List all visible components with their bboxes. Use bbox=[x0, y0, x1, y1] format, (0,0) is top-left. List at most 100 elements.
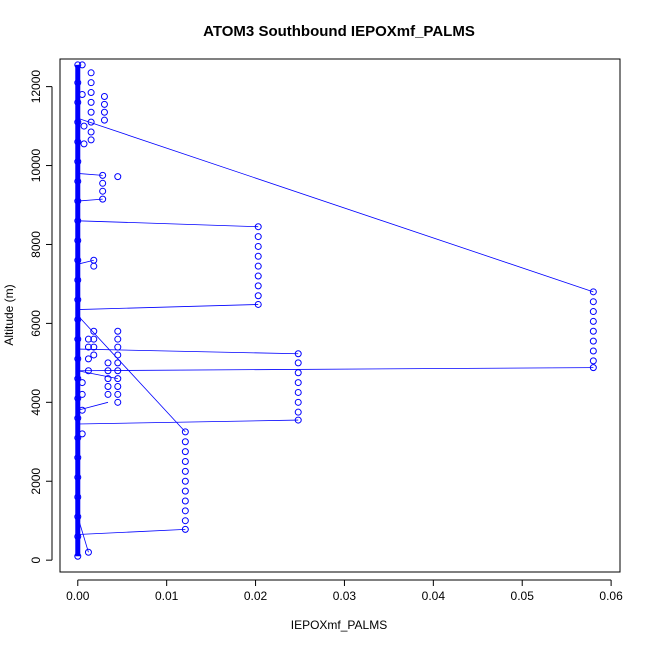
data-point bbox=[78, 91, 86, 99]
data-point bbox=[589, 347, 597, 355]
data-point bbox=[74, 473, 82, 481]
data-point bbox=[589, 288, 597, 296]
data-point bbox=[181, 438, 189, 446]
data-point bbox=[104, 367, 112, 375]
data-point bbox=[90, 262, 98, 270]
data-point bbox=[589, 308, 597, 316]
data-point bbox=[114, 367, 122, 375]
data-point bbox=[78, 406, 86, 414]
data-point bbox=[114, 398, 122, 406]
data-point bbox=[87, 69, 95, 77]
data-point bbox=[80, 140, 88, 148]
x-axis-label: IEPOXmf_PALMS bbox=[291, 618, 387, 632]
data-point bbox=[78, 379, 86, 387]
data-point bbox=[74, 355, 82, 363]
data-point bbox=[74, 256, 82, 264]
data-point bbox=[181, 487, 189, 495]
data-point bbox=[254, 223, 262, 231]
data-point bbox=[181, 497, 189, 505]
y-tick-label: 6000 bbox=[29, 310, 43, 337]
chart-title: ATOM3 Southbound IEPOXmf_PALMS bbox=[203, 23, 475, 40]
data-point bbox=[589, 327, 597, 335]
data-point bbox=[294, 359, 302, 367]
data-point bbox=[74, 98, 82, 106]
x-tick-label: 0.04 bbox=[422, 589, 446, 603]
data-point bbox=[74, 118, 82, 126]
data-point bbox=[114, 173, 122, 181]
data-point bbox=[100, 100, 108, 108]
data-point bbox=[74, 335, 82, 343]
y-axis: 0 2000 4000 6000 8000 10000 12000 bbox=[29, 70, 53, 564]
data-point bbox=[254, 300, 262, 308]
data-point bbox=[294, 369, 302, 377]
data-point bbox=[74, 197, 82, 205]
data-point bbox=[181, 525, 189, 533]
data-point bbox=[294, 350, 302, 358]
data-point bbox=[114, 327, 122, 335]
y-tick-label: 8000 bbox=[29, 231, 43, 258]
data-point bbox=[254, 262, 262, 270]
data-point bbox=[87, 118, 95, 126]
data-point bbox=[84, 355, 92, 363]
data-point bbox=[181, 517, 189, 525]
data-point bbox=[589, 364, 597, 372]
data-point bbox=[78, 430, 86, 438]
data-point bbox=[74, 532, 82, 540]
data-point bbox=[74, 158, 82, 166]
data-point bbox=[254, 292, 262, 300]
data-point bbox=[90, 327, 98, 335]
data-point bbox=[74, 375, 82, 383]
data-point bbox=[181, 507, 189, 515]
data-point bbox=[78, 61, 86, 69]
data-point bbox=[74, 394, 82, 402]
data-point bbox=[87, 136, 95, 144]
data-point bbox=[84, 367, 92, 375]
data-point bbox=[74, 513, 82, 521]
series-line bbox=[77, 528, 186, 535]
data-point bbox=[78, 390, 86, 398]
data-point bbox=[294, 379, 302, 387]
y-tick-label: 10000 bbox=[29, 149, 43, 183]
data-point bbox=[90, 343, 98, 351]
x-tick-label: 0.02 bbox=[244, 589, 268, 603]
data-point bbox=[80, 122, 88, 130]
data-point bbox=[74, 493, 82, 501]
data-point bbox=[74, 296, 82, 304]
data-point bbox=[99, 171, 107, 179]
series-line bbox=[77, 173, 103, 176]
series-line bbox=[77, 348, 299, 355]
data-point bbox=[294, 416, 302, 424]
series-line bbox=[77, 367, 594, 372]
data-point bbox=[254, 242, 262, 250]
data-point bbox=[84, 335, 92, 343]
series-line bbox=[77, 516, 89, 553]
data-point bbox=[87, 108, 95, 116]
data-point bbox=[74, 414, 82, 422]
data-point bbox=[294, 388, 302, 396]
data-point bbox=[99, 179, 107, 187]
data-point bbox=[114, 359, 122, 367]
series-line bbox=[77, 198, 103, 202]
data-point bbox=[100, 108, 108, 116]
series-line bbox=[77, 315, 186, 433]
data-point bbox=[87, 128, 95, 136]
x-axis: 0.00 0.01 0.02 0.03 0.04 0.05 0.06 bbox=[66, 579, 623, 603]
x-tick-label: 0.03 bbox=[333, 589, 357, 603]
data-point bbox=[294, 408, 302, 416]
data-point bbox=[589, 357, 597, 365]
data-point bbox=[74, 315, 82, 323]
series-line bbox=[77, 401, 109, 411]
data-point bbox=[74, 454, 82, 462]
x-tick-label: 0.01 bbox=[155, 589, 179, 603]
data-point bbox=[74, 177, 82, 185]
data-layer bbox=[74, 61, 597, 560]
data-point bbox=[104, 390, 112, 398]
y-axis-label: Altitude (m) bbox=[2, 284, 16, 345]
data-point bbox=[181, 458, 189, 466]
data-point bbox=[254, 252, 262, 260]
data-point bbox=[87, 89, 95, 97]
data-point bbox=[254, 282, 262, 290]
x-tick-label: 0.06 bbox=[599, 589, 623, 603]
data-point bbox=[181, 477, 189, 485]
